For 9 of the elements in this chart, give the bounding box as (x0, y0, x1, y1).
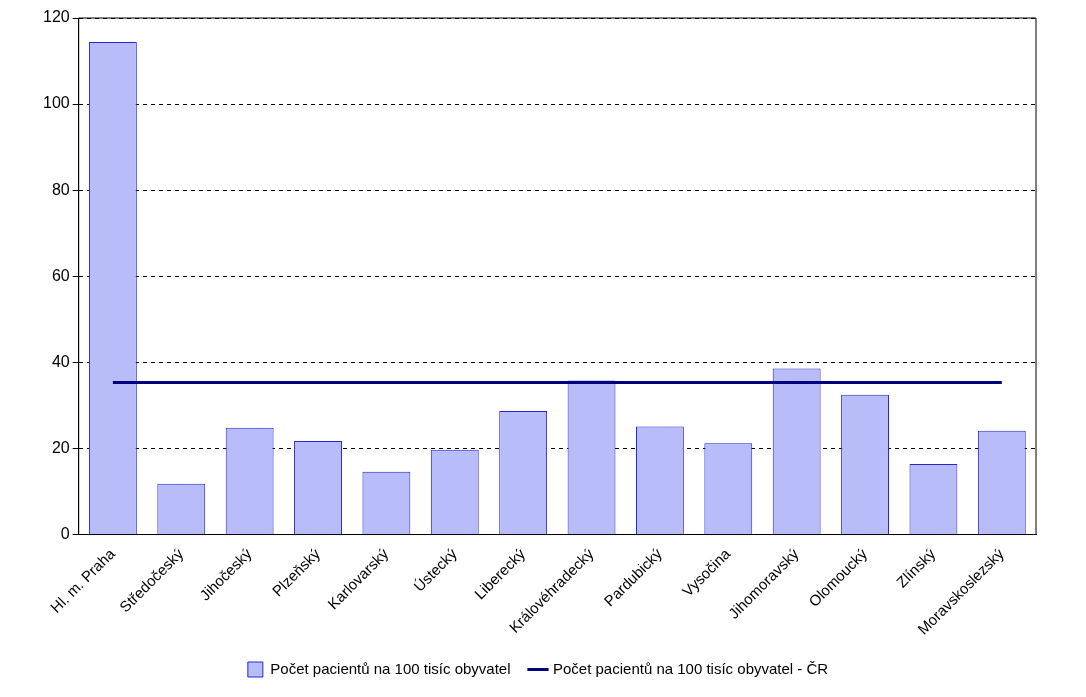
y-tick-label: 100 (42, 94, 70, 112)
y-tick-label: 80 (51, 180, 70, 198)
y-tick-label: 120 (42, 8, 70, 26)
y-tick-label: 40 (51, 352, 70, 370)
y-tick-label: 60 (51, 266, 70, 284)
y-tick-label: 20 (51, 438, 70, 456)
y-tick-label: 0 (60, 524, 70, 542)
legend-label: Počet pacientů na 100 tisíc obyvatel (270, 659, 511, 677)
legend-label: Počet pacientů na 100 tisíc obyvatel - ČR (553, 659, 829, 677)
